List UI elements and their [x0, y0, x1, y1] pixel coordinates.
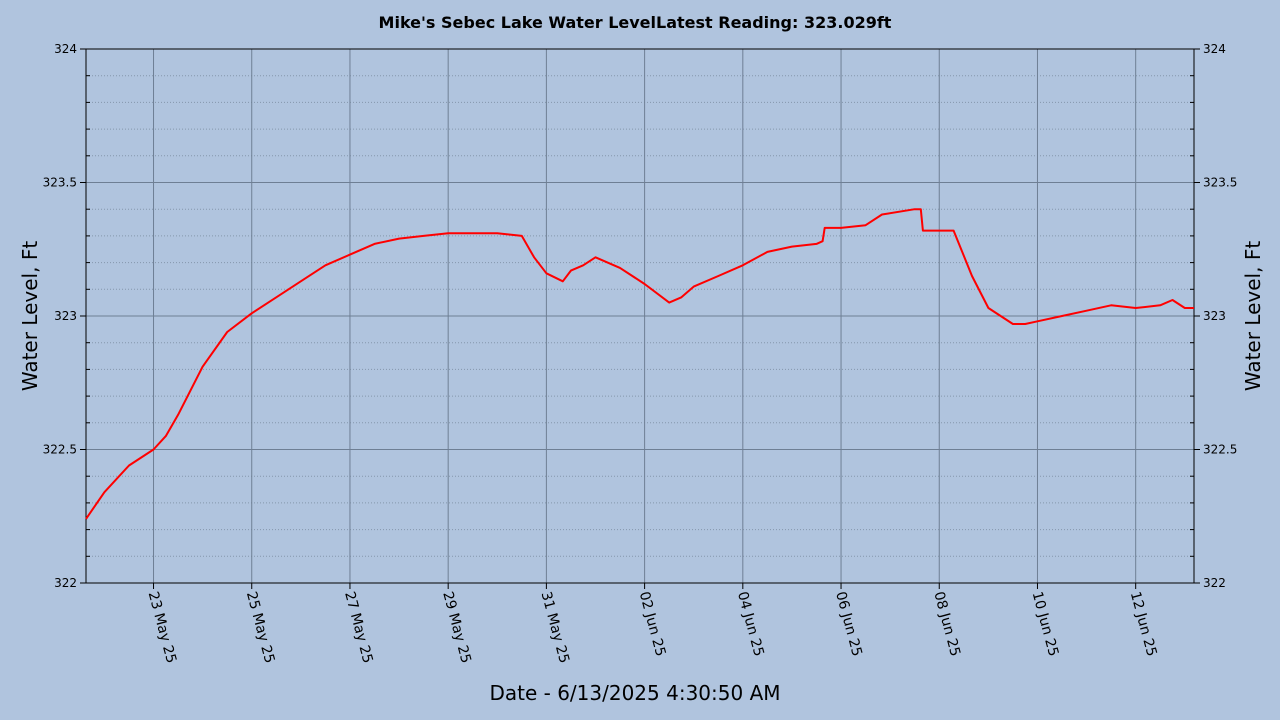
x-tick-label: 06 Jun 25	[832, 590, 865, 658]
x-tick-label: 10 Jun 25	[1029, 590, 1062, 658]
x-tick-label: 02 Jun 25	[636, 590, 669, 658]
y-axis-label-right: Water Level, Ft	[1241, 241, 1265, 391]
x-tick-label: 31 May 25	[538, 590, 572, 665]
y-tick-label-right: 322.5	[1203, 443, 1237, 457]
y-tick-label-left: 324	[54, 42, 77, 56]
y-tick-label-right: 322	[1203, 576, 1226, 590]
y-axis-label-left: Water Level, Ft	[18, 241, 42, 391]
chart-title: Mike's Sebec Lake Water LevelLatest Read…	[379, 13, 892, 32]
y-axis-left: 324 323.5 323 322.5 322	[43, 42, 90, 590]
y-axis-right: 324 323.5 323 322.5 322	[1190, 42, 1237, 590]
x-tick-label: 04 Jun 25	[734, 590, 767, 658]
y-tick-label-right: 323	[1203, 309, 1226, 323]
x-tick-label: 29 May 25	[439, 590, 473, 665]
x-axis: 23 May 25 25 May 25 27 May 25 29 May 25 31 M…	[145, 583, 1160, 665]
x-tick-label: 08 Jun 25	[930, 590, 963, 658]
x-axis-label: Date - 6/13/2025 4:30:50 AM	[489, 681, 780, 705]
y-tick-label-left: 323.5	[43, 176, 77, 190]
y-tick-label-right: 324	[1203, 42, 1226, 56]
y-tick-label-left: 323	[54, 309, 77, 323]
x-tick-label: 23 May 25	[145, 590, 179, 665]
series-group	[85, 208, 1194, 520]
grid	[86, 49, 1194, 583]
x-tick-label: 27 May 25	[341, 590, 375, 665]
x-tick-label: 25 May 25	[243, 590, 277, 665]
water-level-series-line	[85, 208, 1194, 520]
y-tick-label-right: 323.5	[1203, 176, 1237, 190]
y-tick-label-left: 322.5	[43, 443, 77, 457]
y-tick-label-left: 322	[54, 576, 77, 590]
x-tick-label: 12 Jun 25	[1127, 590, 1160, 658]
